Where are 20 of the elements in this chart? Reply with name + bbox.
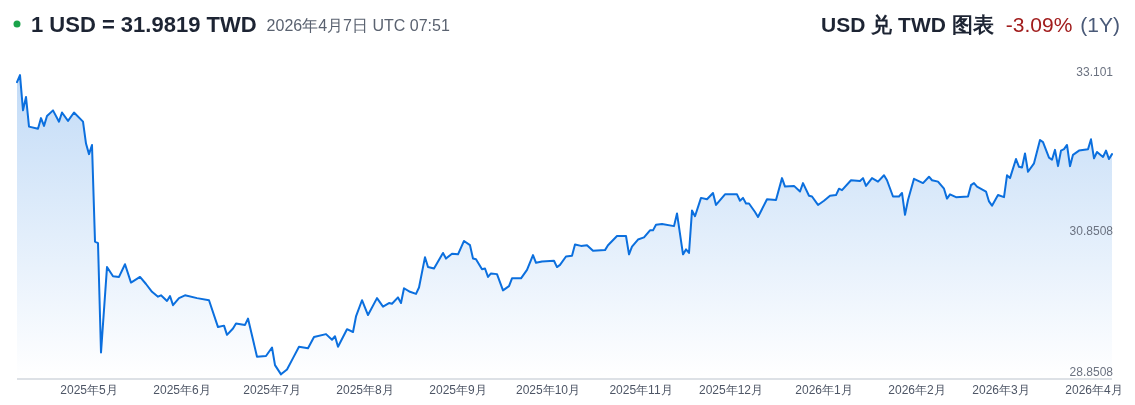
text: (1Y) xyxy=(1080,13,1120,36)
text: -3.09% xyxy=(1005,13,1073,36)
x-tick-label: 2025年7月 xyxy=(243,383,301,397)
y-tick-label: 33.101 xyxy=(1076,65,1114,80)
x-tick-label: 2025年5月 xyxy=(60,383,118,397)
x-tick-label: 2025年10月 xyxy=(515,383,581,397)
chart-subtitle: 2026年4月7日 UTC 07:51 xyxy=(266,17,450,34)
x-tick-label: 2025年11月 xyxy=(609,383,673,397)
x-tick-label: 2026年2月 xyxy=(888,383,946,397)
x-tick-label: 2025年6月 xyxy=(153,383,211,397)
chart-title: 1 USD = 31.9819 TWD xyxy=(31,12,257,37)
y-tick-label: 28.8508 xyxy=(1069,365,1114,380)
x-tick-label: 2026年4月 xyxy=(1065,383,1123,397)
x-tick-label: 2025年9月 xyxy=(429,383,487,397)
x-tick-label: 2025年12月 xyxy=(698,383,764,397)
x-tick-label: 2026年3月 xyxy=(972,383,1030,397)
text: USD 兑 TWD 图表 xyxy=(821,13,994,36)
x-tick-label: 2026年1月 xyxy=(795,383,853,397)
y-tick-label: 30.8508 xyxy=(1069,224,1114,238)
x-tick-label: 2025年8月 xyxy=(336,383,394,397)
